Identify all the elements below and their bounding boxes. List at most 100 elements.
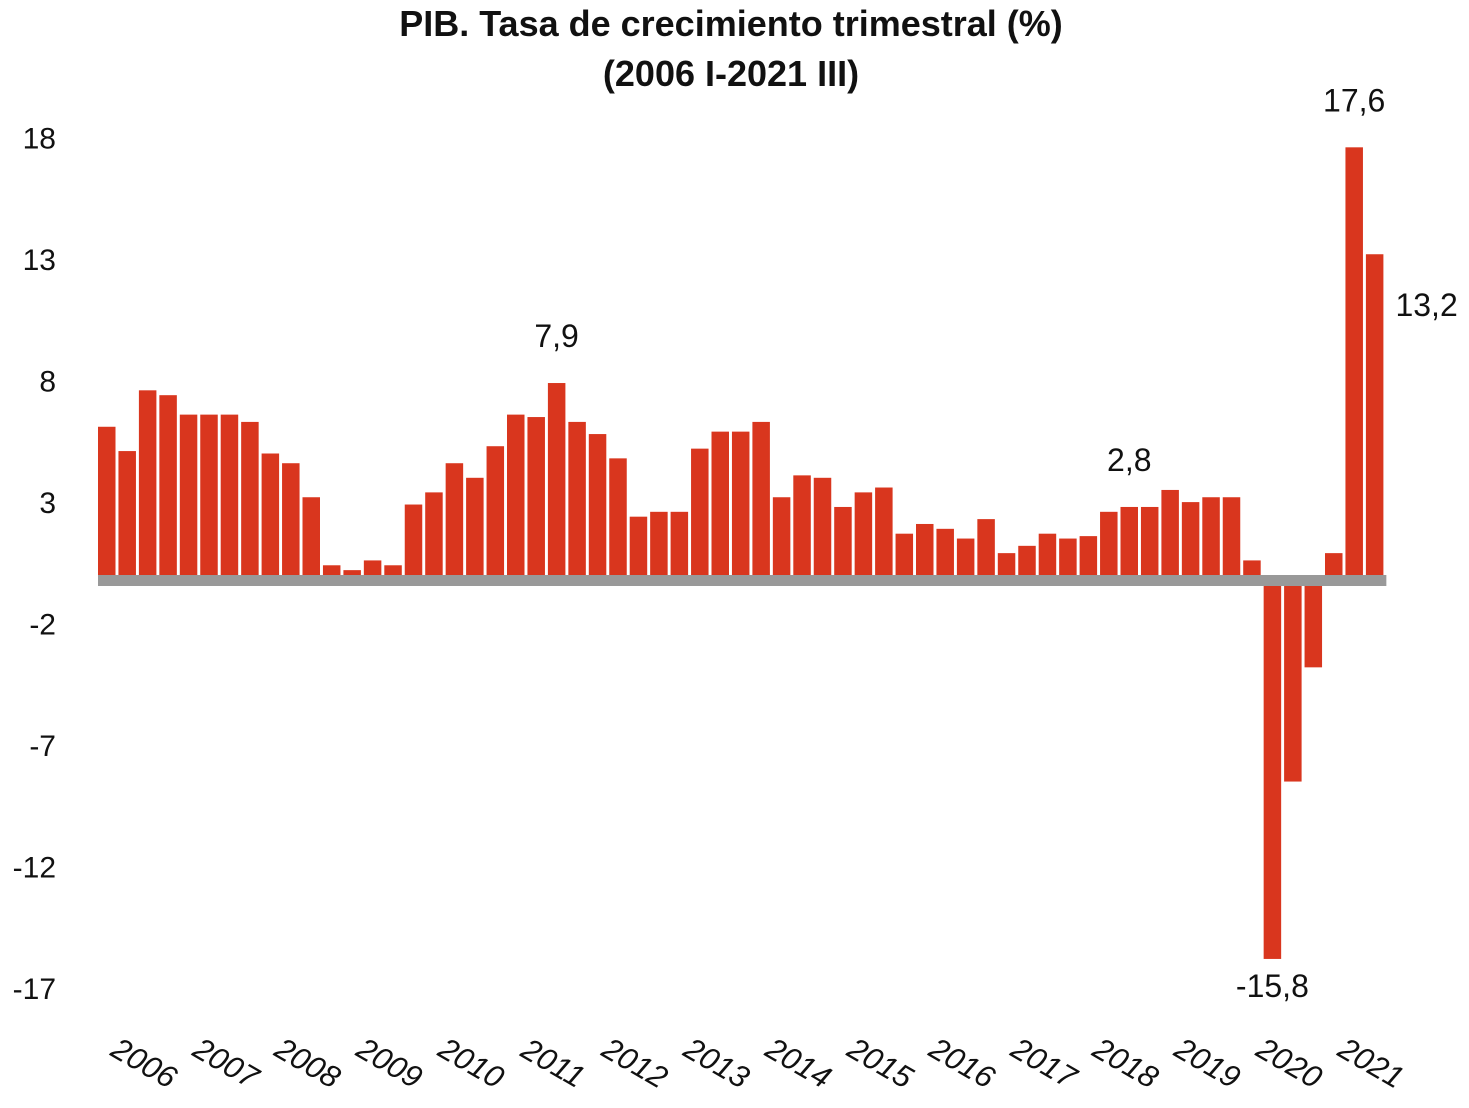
- x-tick-label: 2007: [186, 1030, 266, 1096]
- bar: [711, 431, 729, 575]
- x-tick-label: 2012: [595, 1030, 673, 1095]
- x-tick-label: 2008: [268, 1030, 347, 1096]
- bar: [568, 421, 586, 575]
- bar: [138, 390, 157, 575]
- x-axis: 2006 2007 2008 2009 2010 2011 2012 2013 2014 2015…: [105, 1030, 1410, 1096]
- bar: [1079, 536, 1098, 575]
- x-tick-label: 2016: [923, 1030, 1002, 1096]
- bar: [1284, 575, 1302, 782]
- x-tick-label: 2010: [432, 1030, 510, 1095]
- bar: [507, 414, 525, 575]
- bar: [1100, 511, 1118, 575]
- bar: [547, 383, 566, 575]
- bar: [261, 453, 280, 575]
- x-tick-label: 2021: [1332, 1030, 1410, 1095]
- bar: [220, 414, 239, 575]
- bar: [363, 560, 382, 575]
- y-tick-label: 3: [39, 487, 56, 520]
- y-tick-label: -2: [29, 609, 56, 642]
- x-tick-label: 2006: [105, 1030, 184, 1096]
- bar: [1263, 575, 1282, 959]
- bar: [241, 421, 259, 575]
- bar: [793, 475, 811, 575]
- bar: [936, 528, 954, 575]
- bar: [1345, 147, 1363, 575]
- bar: [834, 506, 852, 575]
- x-tick-label: 2019: [1168, 1030, 1246, 1095]
- data-label: 2,8: [1107, 442, 1151, 478]
- bar: [752, 421, 770, 575]
- bar-series: [98, 147, 1384, 959]
- chart-subtitle: (2006 I-2021 III): [603, 53, 859, 94]
- bar: [200, 414, 218, 575]
- bar: [384, 565, 402, 575]
- bar: [98, 426, 116, 575]
- y-tick-label: 13: [23, 244, 56, 277]
- bar: [118, 451, 136, 575]
- bar: [731, 431, 750, 575]
- zero-baseline: [98, 575, 1387, 586]
- bar: [650, 511, 668, 575]
- bar: [343, 570, 361, 575]
- bar: [1202, 497, 1220, 575]
- bar: [1120, 506, 1138, 575]
- y-tick-label: 8: [39, 366, 56, 399]
- bar: [1140, 506, 1159, 575]
- y-tick-label: -17: [13, 973, 56, 1006]
- bar: [1243, 560, 1261, 575]
- data-label: 17,6: [1323, 82, 1385, 118]
- x-tick-label: 2014: [759, 1030, 837, 1095]
- data-label: 13,2: [1395, 287, 1457, 323]
- y-tick-label: 18: [23, 123, 56, 156]
- bar: [1304, 575, 1323, 668]
- bar: [527, 417, 545, 575]
- bar: [1161, 489, 1179, 575]
- bar: [629, 516, 648, 575]
- bar: [322, 565, 341, 575]
- bar: [159, 395, 177, 575]
- bar: [282, 463, 300, 575]
- bar: [445, 463, 464, 575]
- bar: [486, 446, 505, 575]
- bar: [956, 538, 975, 575]
- bar: [854, 492, 873, 575]
- bar: [466, 477, 484, 575]
- chart-title: PIB. Tasa de crecimiento trimestral (%): [399, 3, 1063, 44]
- x-tick-label: 2009: [350, 1030, 428, 1095]
- bar: [1038, 533, 1057, 575]
- bar: [772, 497, 791, 575]
- bar: [588, 434, 607, 575]
- x-tick-label: 2018: [1086, 1030, 1165, 1096]
- x-tick-label: 2015: [841, 1030, 920, 1096]
- x-tick-label: 2011: [515, 1031, 591, 1095]
- bar: [302, 497, 320, 575]
- bar: [1325, 553, 1343, 575]
- data-labels: 7,9 2,8 -15,8 17,6 13,2: [534, 82, 1457, 1004]
- bar: [404, 504, 423, 575]
- bar: [1365, 254, 1384, 576]
- y-tick-label: -7: [29, 730, 56, 763]
- x-tick-label: 2013: [677, 1030, 755, 1095]
- y-tick-label: -12: [13, 852, 56, 885]
- bar: [875, 487, 893, 575]
- bar: [977, 519, 995, 575]
- bar: [1059, 538, 1077, 575]
- bar: [691, 448, 709, 575]
- bar: [425, 492, 443, 575]
- data-label: -15,8: [1236, 968, 1309, 1004]
- bar: [813, 477, 832, 575]
- bar: [1181, 502, 1200, 575]
- bar: [1018, 545, 1036, 575]
- x-tick-label: 2020: [1250, 1030, 1328, 1095]
- bar: [997, 553, 1016, 575]
- bar: [179, 414, 198, 575]
- bar: [895, 533, 914, 575]
- y-axis: 18 13 8 3 -2 -7 -12 -17: [13, 123, 56, 1006]
- zero-baseline-group: [98, 575, 1387, 586]
- bar: [670, 511, 689, 575]
- bar: [609, 458, 627, 575]
- data-label: 7,9: [534, 318, 578, 354]
- x-tick-label: 2017: [1004, 1030, 1084, 1096]
- bar: [916, 523, 934, 575]
